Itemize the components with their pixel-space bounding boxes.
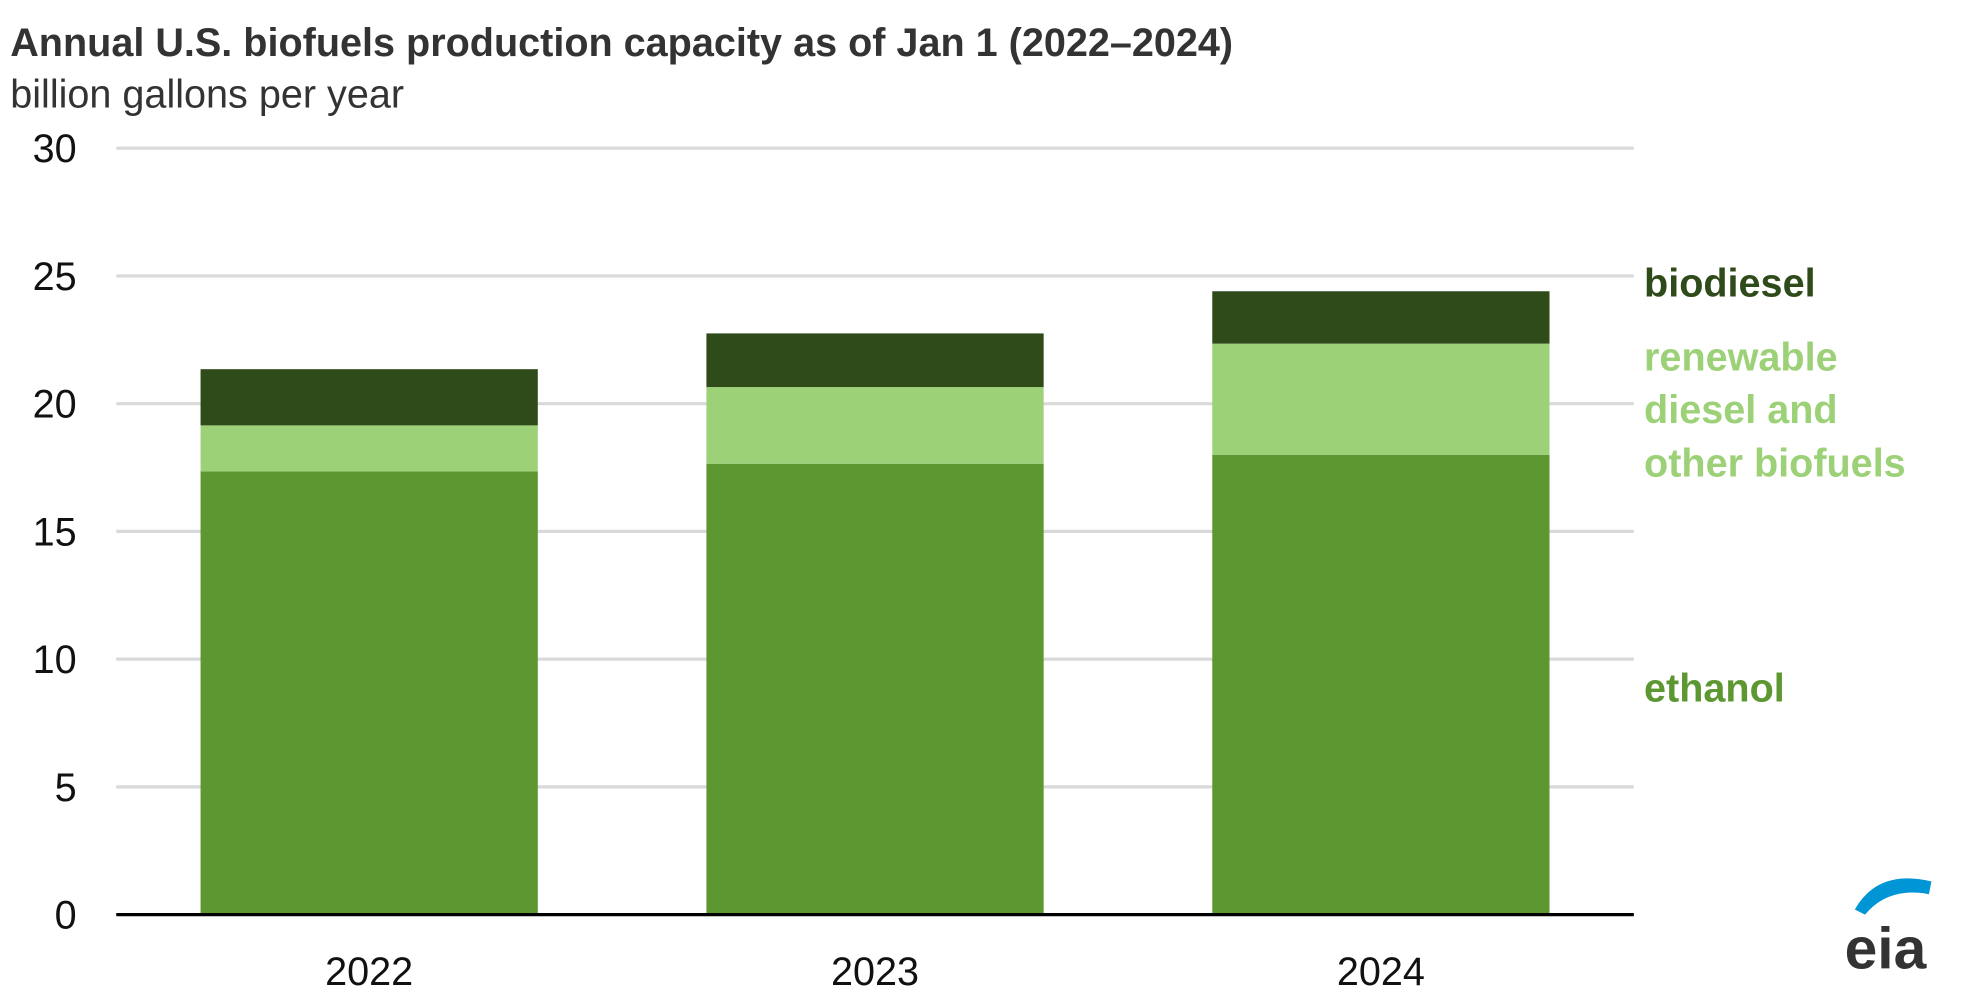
x-tick-label: 2022 [325, 950, 413, 990]
chart-title: Annual U.S. biofuels production capacity… [10, 21, 1233, 65]
label-renewable-3: other biofuels [1644, 441, 1906, 485]
bar-biodiesel-2024 [1212, 291, 1550, 344]
y-tick-label: 15 [33, 510, 77, 554]
bar-ethanol-2023 [706, 463, 1044, 915]
label-biodiesel: biodiesel [1644, 261, 1816, 305]
x-tick-labels: 2022 2023 2024 [325, 950, 1425, 990]
bar-biodiesel-2022 [200, 369, 538, 426]
y-tick-label: 0 [55, 894, 77, 938]
bar-renewable-2024 [1212, 343, 1550, 455]
bar-ethanol-2024 [1212, 454, 1550, 915]
chart-subtitle: billion gallons per year [10, 72, 404, 116]
eia-logo-arc [1854, 878, 1932, 915]
y-tick-label: 30 [33, 127, 77, 171]
eia-logo-text: eia [1845, 916, 1928, 981]
bar-biodiesel-2023 [706, 333, 1044, 388]
x-tick-label: 2023 [831, 950, 919, 990]
y-tick-label: 25 [33, 255, 77, 299]
eia-logo: eia [1845, 878, 1932, 981]
bar-renewable-2023 [706, 387, 1044, 464]
label-renewable-2: diesel and [1644, 388, 1838, 432]
label-ethanol: ethanol [1644, 666, 1785, 710]
bars [200, 291, 1550, 915]
bar-renewable-2022 [200, 425, 538, 472]
x-tick-label: 2024 [1337, 950, 1425, 990]
bar-ethanol-2022 [200, 471, 538, 915]
label-renewable-1: renewable [1644, 335, 1838, 379]
y-tick-label: 20 [33, 383, 77, 427]
y-tick-label: 10 [33, 638, 77, 682]
y-tick-label: 5 [55, 766, 77, 810]
